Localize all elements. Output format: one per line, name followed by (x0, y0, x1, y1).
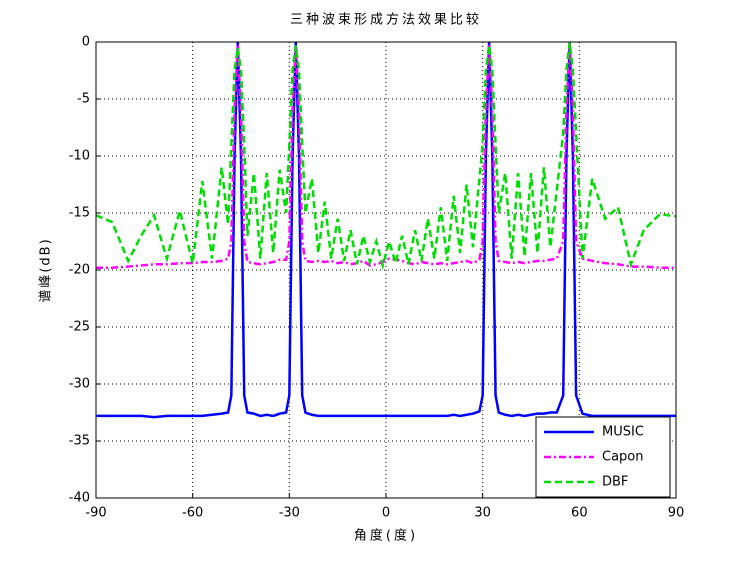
x-tick-label: -90 (85, 506, 106, 521)
legend-label: Capon (602, 450, 644, 465)
series-line (96, 41, 676, 269)
legend-label: DBF (602, 475, 628, 490)
y-tick-label: -15 (69, 206, 90, 221)
y-axis-label: 谱峰(dB) (39, 237, 54, 302)
x-tick-label: 90 (668, 506, 685, 521)
y-tick-label: -40 (69, 491, 90, 506)
legend-label: MUSIC (602, 425, 644, 440)
x-axis-label: 角度(度) (354, 528, 418, 544)
x-tick-label: 30 (474, 506, 491, 521)
y-tick-label: -30 (69, 377, 90, 392)
y-tick-label: -25 (69, 320, 90, 335)
legend-box (535, 416, 671, 498)
x-tick-label: -60 (182, 506, 203, 521)
y-tick-label: -20 (69, 263, 90, 278)
x-tick-label: -30 (279, 506, 300, 521)
y-tick-label: 0 (82, 35, 90, 50)
x-tick-label: 60 (571, 506, 588, 521)
plot-frame (95, 41, 677, 499)
y-tick-label: -35 (69, 434, 90, 449)
chart-title: 三种波束形成方法效果比较 (290, 12, 482, 28)
y-tick-label: -10 (69, 149, 90, 164)
x-tick-label: 0 (382, 506, 390, 521)
y-tick-label: -5 (77, 92, 90, 107)
